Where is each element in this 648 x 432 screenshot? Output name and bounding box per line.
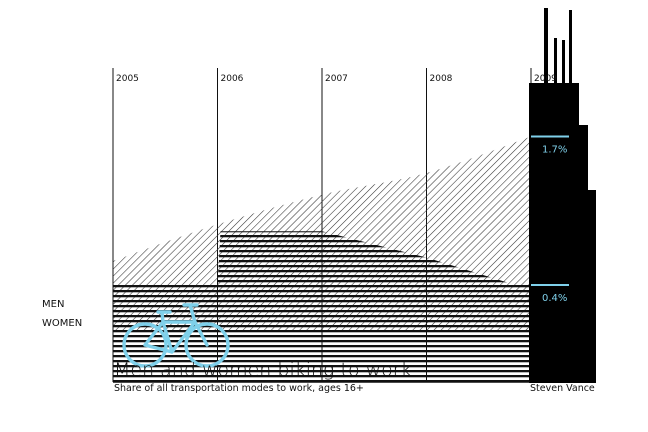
women-area <box>113 231 531 382</box>
value-label-women: 0.4% <box>542 293 567 304</box>
chart-subtitle: Share of all transportation modes to wor… <box>114 383 364 394</box>
series-label-men: MEN <box>42 299 64 310</box>
year-label-2008: 2008 <box>430 74 453 84</box>
year-label-2005: 2005 <box>116 74 139 84</box>
value-markers: 1.7% 0.4% <box>531 135 569 304</box>
value-label-men: 1.7% <box>542 145 567 156</box>
year-labels: 2005 2006 2007 2008 2009 <box>116 74 557 84</box>
chart-credit: Steven Vance <box>530 383 595 394</box>
series-labels: MEN WOMEN <box>42 299 82 329</box>
bicycle-icon <box>122 303 230 368</box>
year-label-2006: 2006 <box>221 74 244 84</box>
chart-title: Men and women biking to work <box>114 359 412 381</box>
year-label-2007: 2007 <box>325 74 348 84</box>
series-label-women: WOMEN <box>42 318 82 329</box>
area-layer <box>113 136 531 382</box>
tower-silhouette <box>529 8 596 383</box>
year-label-2009: 2009 <box>534 74 557 84</box>
